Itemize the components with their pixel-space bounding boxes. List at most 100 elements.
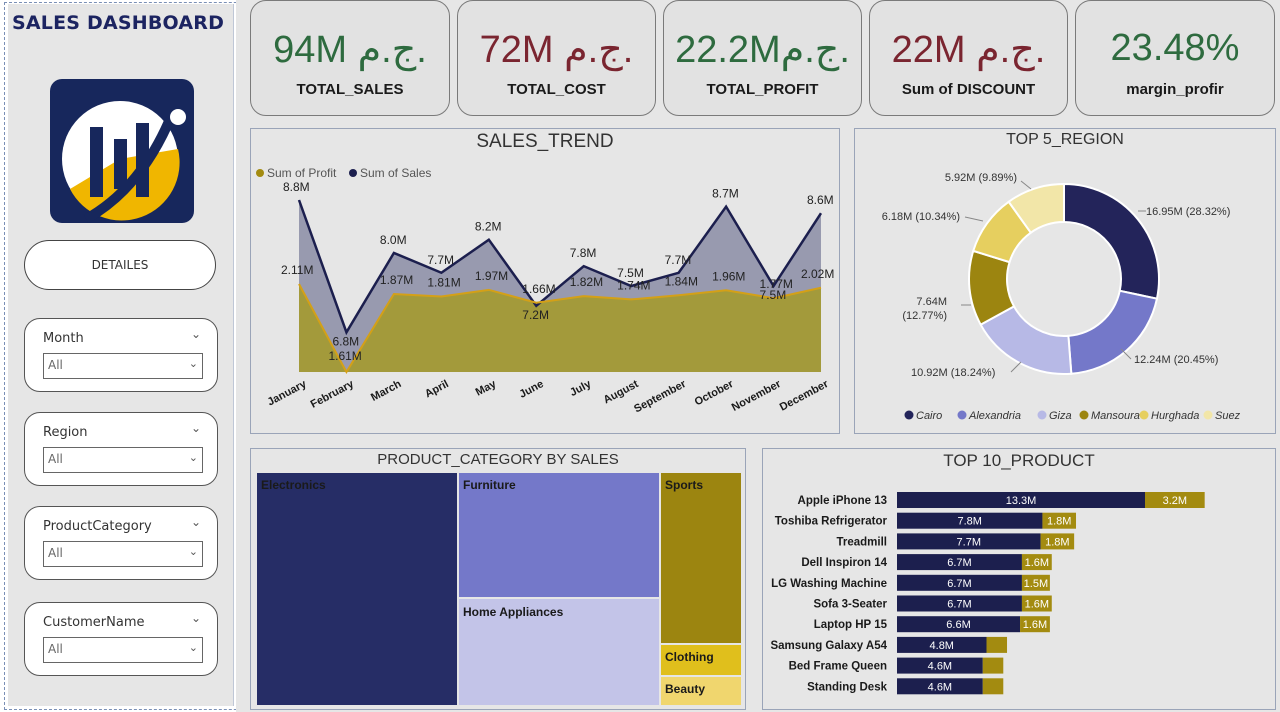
kpi-label: TOTAL_PROFIT	[706, 81, 819, 98]
month-tick-label: July	[568, 378, 594, 399]
kpi-total-sales[interactable]: 94M ج.م. TOTAL_SALES	[250, 0, 450, 116]
chevron-down-icon[interactable]: ⌄	[190, 611, 201, 625]
product-profit-bar	[1021, 554, 1052, 571]
product-profit-bar	[1042, 512, 1077, 529]
product-sales-label: 7.8M	[957, 516, 981, 528]
region-leader-line	[1120, 348, 1132, 360]
month-tick-label: March	[369, 378, 403, 404]
chevron-down-icon: ⌄	[188, 357, 198, 370]
month-tick-label: November	[730, 378, 784, 414]
product-profit-bar	[1021, 595, 1052, 612]
product-category-dropdown[interactable]: All ⌄	[43, 541, 203, 567]
legend-marker-alexandria	[957, 410, 967, 420]
product-sales-bar	[897, 512, 1043, 529]
legend-label-giza: Giza	[1049, 410, 1072, 422]
treemap-cell-beauty[interactable]: Beauty	[661, 677, 741, 705]
chevron-down-icon[interactable]: ⌄	[190, 515, 201, 529]
region-data-label: 12.24M (20.45%)	[1134, 354, 1218, 366]
product-profit-label: 1.8M	[1047, 516, 1071, 528]
sales-data-label: 8.7M	[712, 187, 739, 201]
product-sales-label: 13.3M	[1006, 495, 1037, 507]
product-profit-label: 1.8M	[1045, 536, 1069, 548]
treemap-cell-home-appliances[interactable]: Home Appliances	[459, 599, 659, 705]
product-profit-label: 1.6M	[1025, 557, 1049, 569]
product-sales-label: 4.6M	[928, 661, 952, 673]
product-sales-bar	[897, 636, 987, 653]
month-tick-label: December	[778, 378, 831, 414]
top-product-title: TOP 10_PRODUCT	[943, 451, 1095, 470]
top-region-panel[interactable]: TOP 5_REGION 16.95M (28.32%) 12.24M (20.4…	[854, 128, 1276, 434]
product-category-panel[interactable]: PRODUCT_CATEGORY BY SALES Electronics Fur…	[250, 448, 746, 710]
legend-marker-suez	[1203, 410, 1213, 420]
customer-name-dropdown[interactable]: All ⌄	[43, 637, 203, 663]
kpi-value: 94M ج.م.	[273, 29, 427, 71]
sales-data-label: 7.5M	[760, 288, 787, 302]
month-tick-label: January	[266, 378, 310, 409]
legend-label-alexandria: Alexandria	[968, 410, 1021, 422]
kpi-sum-of-discount[interactable]: 22M ج.م. Sum of DISCOUNT	[869, 0, 1068, 116]
product-label: Apple iPhone 13	[798, 495, 887, 507]
profit-data-label: 1.66M	[522, 282, 555, 296]
product-profit-bar	[1021, 574, 1050, 591]
chevron-down-icon: ⌄	[188, 451, 198, 464]
region-slice-cairo	[1063, 182, 1160, 300]
product-profit-label: 3.2M	[1163, 495, 1187, 507]
profit-data-label: 1.96M	[712, 269, 745, 283]
region-slice-suez	[1007, 182, 1065, 235]
chevron-down-icon[interactable]: ⌄	[190, 421, 201, 435]
dashboard-title: SALES DASHBOARD	[12, 12, 225, 34]
product-profit-bar	[982, 657, 1004, 674]
region-data-label: 16.95M (28.32%)	[1146, 206, 1230, 218]
profit-data-label: 2.11M	[281, 263, 313, 277]
kpi-total-profit[interactable]: 22.2Mج.م. TOTAL_PROFIT	[663, 0, 862, 116]
profit-data-label: 1.97M	[475, 269, 508, 283]
month-dropdown[interactable]: All ⌄	[43, 353, 203, 379]
sales-data-label: 7.8M	[570, 246, 597, 260]
kpi-total-cost[interactable]: 72M ج.م. TOTAL_COST	[457, 0, 656, 116]
profit-area	[299, 284, 821, 372]
details-button[interactable]: DETAILES	[24, 240, 216, 290]
top-product-panel[interactable]: TOP 10_PRODUCT Apple iPhone 13 13.3M 3.2M T…	[762, 448, 1276, 710]
top-region-donut: 16.95M (28.32%) 12.24M (20.45%) 10.92M (18…	[882, 172, 1241, 422]
region-leader-line	[1020, 180, 1032, 190]
profit-data-label: 1.61M	[328, 349, 361, 363]
product-label: Standing Desk	[807, 681, 887, 693]
treemap-cell-sports[interactable]: Sports	[661, 473, 741, 643]
treemap-cell-clothing[interactable]: Clothing	[661, 645, 741, 675]
product-sales-bar	[897, 678, 983, 695]
chevron-down-icon[interactable]: ⌄	[190, 327, 201, 341]
product-profit-label: 1.5M	[1024, 578, 1048, 590]
product-category-treemap: Electronics Furniture Home Appliances Sport…	[257, 473, 741, 705]
treemap-cell-furniture[interactable]: Furniture	[459, 473, 659, 597]
region-slicer: Region ⌄ All ⌄	[24, 412, 218, 486]
sales-data-label: 6.8M	[332, 334, 359, 348]
product-sales-label: 6.7M	[947, 557, 971, 569]
legend-marker-giza	[1037, 410, 1047, 420]
sales-data-label: 7.2M	[522, 308, 549, 322]
kpi-margin-profit[interactable]: 23.48% margin_profir	[1075, 0, 1275, 116]
region-dropdown[interactable]: All ⌄	[43, 447, 203, 473]
kpi-label: TOTAL_COST	[507, 81, 606, 98]
legend-label-hurghada: Hurghada	[1151, 410, 1199, 422]
product-profit-bar	[982, 678, 1004, 695]
profit-data-label: 1.81M	[427, 276, 460, 290]
legend-sales-label: Sum of Sales	[360, 166, 431, 180]
product-sales-label: 7.7M	[957, 536, 981, 548]
treemap-cell-electronics[interactable]: Electronics	[257, 473, 457, 705]
month-tick-label: February	[309, 378, 357, 411]
product-sales-label: 4.8M	[930, 640, 954, 652]
sales-trend-panel[interactable]: SALES_TREND Sum of Profit Sum of Sales 8.8…	[250, 128, 840, 434]
sales-data-label: 8.2M	[475, 220, 502, 234]
product-category-title: PRODUCT_CATEGORY BY SALES	[377, 451, 619, 468]
profit-data-label: 1.74M	[617, 278, 650, 292]
month-slicer-label: Month	[43, 331, 84, 346]
kpi-label: margin_profir	[1126, 81, 1224, 98]
kpi-label: Sum of DISCOUNT	[901, 81, 1036, 98]
treemap-cell-label: Home Appliances	[463, 605, 564, 619]
sales-line	[297, 199, 823, 336]
legend-label-mansoura: Mansoura	[1091, 410, 1140, 422]
sales-data-label: 8.8M	[283, 180, 310, 194]
product-sales-label: 6.6M	[946, 619, 970, 631]
product-profit-bar	[1020, 616, 1050, 633]
product-label: Laptop HP 15	[814, 619, 888, 631]
